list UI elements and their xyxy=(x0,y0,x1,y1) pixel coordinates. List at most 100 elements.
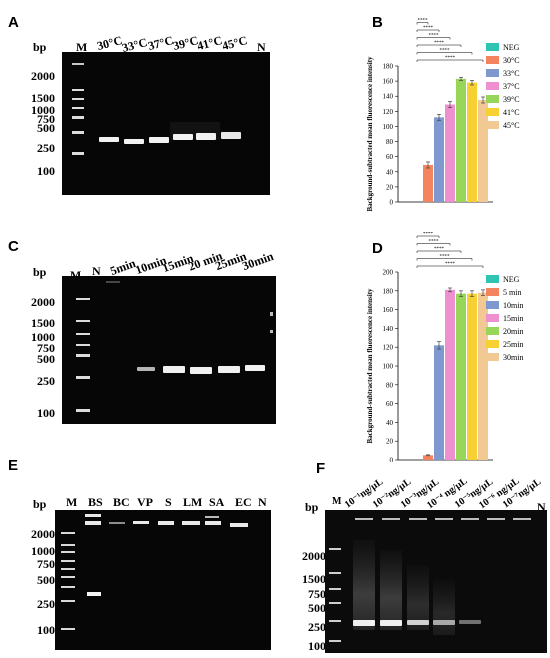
lane-e-1: BS xyxy=(88,495,103,509)
chart-d-ytick-label-2: 40 xyxy=(386,419,394,427)
ladder-f-2: 750 xyxy=(308,587,326,601)
ladder-a-3: 750 xyxy=(37,112,55,126)
chart-b-bar-1 xyxy=(423,164,433,202)
chart-d-sig-6: **** xyxy=(445,262,456,267)
ladder-c-0: 2000 xyxy=(31,295,55,309)
chart-d-legend-swatch-0 xyxy=(486,275,499,283)
chart-b-bar-6 xyxy=(478,100,488,202)
chart-b-legend-swatch-3 xyxy=(486,82,499,90)
lane-e-0: M xyxy=(66,495,78,509)
chart-b-legend-label-2: 33°C xyxy=(503,69,520,78)
lane-e-2: BC xyxy=(113,495,130,509)
chart-d-ytick-label-7: 140 xyxy=(383,325,394,333)
chart-b-bracket-1 xyxy=(416,22,429,25)
chart-d-bracket-2 xyxy=(416,235,440,238)
ladder-a-6: 100 xyxy=(37,164,55,178)
ladder-c-5: 250 xyxy=(37,374,55,388)
ladder-e-2: 750 xyxy=(37,557,55,571)
chart-b-sig-2: **** xyxy=(423,26,434,31)
lane-f-0: M xyxy=(332,496,342,507)
chart-d-legend-label-5: 25min xyxy=(503,340,523,349)
lane-c-0: M xyxy=(70,268,82,282)
chart-b-legend-label-5: 41°C xyxy=(503,108,520,117)
chart-b-ylabel: Background-subtracted mean fluorescence … xyxy=(366,56,374,212)
chart-d-legend-label-1: 5 min xyxy=(503,288,521,297)
chart-b-bracket-6 xyxy=(416,59,484,62)
chart-b-legend-swatch-4 xyxy=(486,95,499,103)
panel-label-d: D xyxy=(372,240,383,257)
bp-label-f: bp xyxy=(305,500,319,514)
lane-a-6: 45°C xyxy=(220,32,249,54)
ladder-e-0: 2000 xyxy=(31,527,55,541)
bp-label-c: bp xyxy=(33,265,47,279)
chart-d-ytick-label-9: 180 xyxy=(383,287,394,295)
chart-b-ytick-label-8: 160 xyxy=(383,78,394,86)
gel-image-a xyxy=(62,52,270,195)
chart-d-ytick-label-6: 120 xyxy=(383,344,394,352)
chart-b-bar-3 xyxy=(445,104,455,202)
chart-d-bar-1 xyxy=(423,455,433,460)
chart-d-bar-6 xyxy=(478,292,488,460)
chart-b-sig-1: **** xyxy=(418,19,429,24)
chart-b-bar-2 xyxy=(434,117,444,202)
gel-image-e xyxy=(55,510,271,650)
chart-b: Background-subtracted mean fluorescence … xyxy=(366,19,520,212)
ladder-f-4: 250 xyxy=(308,620,326,634)
lane-a-0: M xyxy=(76,40,88,54)
chart-b-sig-4: **** xyxy=(434,41,445,46)
chart-b-bar-5 xyxy=(467,82,477,202)
chart-b-legend-swatch-0 xyxy=(486,43,499,51)
chart-d-bar-3 xyxy=(445,289,455,460)
ladder-c-4: 500 xyxy=(37,352,55,366)
chart-b-ytick-label-4: 80 xyxy=(386,138,394,146)
chart-d-bar-2 xyxy=(434,345,444,460)
chart-d-legend-swatch-5 xyxy=(486,340,499,348)
chart-b-ytick-label-3: 60 xyxy=(386,153,394,161)
chart-d-legend-swatch-3 xyxy=(486,314,499,322)
chart-d-sig-5: **** xyxy=(440,255,451,260)
chart-d-bracket-4 xyxy=(416,250,462,253)
chart-d-sig-4: **** xyxy=(434,247,445,252)
chart-d-ytick-label-5: 100 xyxy=(383,363,394,371)
ladder-e-3: 500 xyxy=(37,573,55,587)
ladder-a-4: 500 xyxy=(37,121,55,135)
chart-b-ytick-label-7: 140 xyxy=(383,93,394,101)
chart-b-legend-label-0: NEG xyxy=(503,43,520,52)
chart-b-bar-4 xyxy=(456,78,466,202)
chart-b-sig-3: **** xyxy=(429,34,440,39)
chart-b-sig-5: **** xyxy=(440,49,451,54)
chart-b-bracket-4 xyxy=(416,44,462,47)
chart-b-legend-swatch-6 xyxy=(486,121,499,129)
chart-d-sig-3: **** xyxy=(429,240,440,245)
chart-d-bracket-3 xyxy=(416,243,451,246)
chart-d-legend-label-2: 10min xyxy=(503,301,523,310)
lane-e-6: SA xyxy=(209,495,225,509)
bp-label-a: bp xyxy=(33,40,47,54)
panel-label-b: B xyxy=(372,14,383,31)
ladder-f-1: 1500 xyxy=(302,572,326,586)
lane-e-5: LM xyxy=(183,495,203,509)
gel-image-c xyxy=(62,276,276,424)
ladder-f-5: 100 xyxy=(308,639,326,653)
ladder-c-3: 750 xyxy=(37,341,55,355)
chart-d-bracket-6 xyxy=(416,265,484,268)
chart-b-legend-swatch-5 xyxy=(486,108,499,116)
chart-b-ytick-label-0: 0 xyxy=(390,199,394,207)
ladder-e-4: 250 xyxy=(37,597,55,611)
chart-d-legend-label-3: 15min xyxy=(503,314,523,323)
ladder-e-1: 1000 xyxy=(31,544,55,558)
ladder-a-2: 1000 xyxy=(31,103,55,117)
ladder-f-3: 500 xyxy=(308,601,326,615)
chart-d-ytick-label-3: 60 xyxy=(386,400,394,408)
lane-e-7: EC xyxy=(235,495,252,509)
ladder-c-2: 1000 xyxy=(31,330,55,344)
lane-c-1: N xyxy=(92,264,101,278)
chart-d-bracket-5 xyxy=(416,258,473,261)
ladder-c-1: 1500 xyxy=(31,316,55,330)
chart-b-sig-6: **** xyxy=(445,56,456,61)
chart-b-legend-label-1: 30°C xyxy=(503,56,520,65)
chart-d-legend-swatch-1 xyxy=(486,288,499,296)
panel-label-e: E xyxy=(8,457,19,474)
ladder-a-0: 2000 xyxy=(31,69,55,83)
chart-d: Background-subtracted mean fluorescence … xyxy=(366,232,523,462)
